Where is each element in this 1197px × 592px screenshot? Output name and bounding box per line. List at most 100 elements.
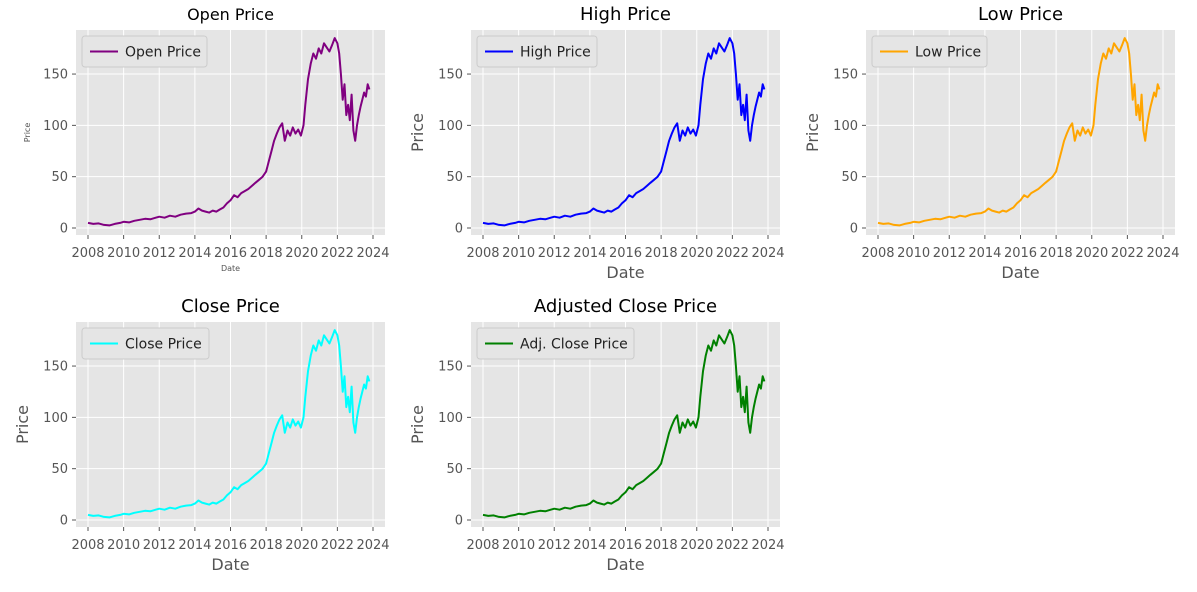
x-tick-label: 2018 bbox=[1040, 246, 1073, 261]
x-tick-label: 2022 bbox=[716, 538, 749, 553]
series-line bbox=[87, 37, 371, 227]
x-tick-label: 2018 bbox=[645, 538, 678, 553]
y-axis-label: Price bbox=[408, 405, 427, 444]
legend-frame bbox=[81, 327, 210, 360]
y-tick-label: 0 bbox=[455, 514, 463, 529]
legend: Open Price bbox=[81, 35, 208, 68]
chart-panel-1: 2008 2010 2012 2014 2016 2018 2020 2022 2024 0 50 1… bbox=[23, 5, 390, 273]
y-tick-label: 50 bbox=[51, 170, 68, 185]
legend-label: Adj. Close Price bbox=[520, 337, 628, 353]
y-tick-label: 0 bbox=[455, 222, 463, 237]
chart-title: Adjusted Close Price bbox=[534, 296, 717, 317]
chart-title: High Price bbox=[580, 4, 671, 25]
y-tick-label: 50 bbox=[446, 170, 463, 185]
chart-panel-5: 2008 2010 2012 2014 2016 2018 2020 2022 2024 0 50 1… bbox=[408, 296, 785, 574]
y-axis-label: Price bbox=[803, 113, 822, 152]
y-tick-label: 150 bbox=[833, 68, 858, 83]
legend: Adj. Close Price bbox=[476, 327, 635, 360]
chart-title: Close Price bbox=[181, 296, 280, 317]
x-tick-label: 2012 bbox=[143, 538, 176, 553]
x-tick-label: 2012 bbox=[933, 246, 966, 261]
x-tick-label: 2016 bbox=[609, 246, 642, 261]
y-axis-label: Price bbox=[23, 123, 32, 143]
x-tick-label: 2022 bbox=[321, 538, 354, 553]
x-tick-label: 2020 bbox=[680, 538, 713, 553]
x-tick-label: 2022 bbox=[1111, 246, 1144, 261]
x-axis-label: Date bbox=[1001, 263, 1039, 282]
x-tick-label: 2024 bbox=[356, 538, 389, 553]
x-tick-label: 2022 bbox=[321, 246, 354, 261]
chart-title: Low Price bbox=[978, 4, 1063, 25]
x-tick-label: 2020 bbox=[285, 246, 318, 261]
x-tick-label: 2014 bbox=[968, 246, 1001, 261]
x-tick-label: 2008 bbox=[466, 246, 499, 261]
legend-label: Low Price bbox=[915, 45, 981, 61]
x-axis-label: Date bbox=[606, 555, 644, 574]
x-tick-label: 2012 bbox=[538, 538, 571, 553]
x-tick-label: 2020 bbox=[285, 538, 318, 553]
x-tick-label: 2016 bbox=[1004, 246, 1037, 261]
x-tick-label: 2014 bbox=[573, 538, 606, 553]
x-tick-label: 2016 bbox=[214, 246, 247, 261]
legend-frame bbox=[476, 35, 598, 68]
legend-frame bbox=[476, 327, 635, 360]
legend-frame bbox=[81, 35, 208, 68]
x-axis-label: Date bbox=[221, 264, 240, 273]
x-tick-label: 2014 bbox=[178, 246, 211, 261]
x-tick-label: 2008 bbox=[71, 538, 104, 553]
y-tick-label: 150 bbox=[438, 360, 463, 375]
chart-panel-2: 2008 2010 2012 2014 2016 2018 2020 2022 2024 0 50 1… bbox=[408, 4, 785, 282]
y-tick-label: 50 bbox=[446, 462, 463, 477]
x-tick-label: 2010 bbox=[502, 538, 535, 553]
series-line bbox=[482, 329, 766, 519]
x-tick-label: 2016 bbox=[214, 538, 247, 553]
chart-panel-4: 2008 2010 2012 2014 2016 2018 2020 2022 2024 0 50 1… bbox=[13, 296, 390, 574]
legend-label: High Price bbox=[520, 45, 591, 61]
x-tick-label: 2012 bbox=[143, 246, 176, 261]
x-axis-label: Date bbox=[606, 263, 644, 282]
legend: Close Price bbox=[81, 327, 210, 360]
x-tick-label: 2022 bbox=[716, 246, 749, 261]
x-tick-label: 2024 bbox=[1146, 246, 1179, 261]
series-line bbox=[482, 37, 766, 227]
x-tick-label: 2018 bbox=[250, 246, 283, 261]
x-axis-label: Date bbox=[211, 555, 249, 574]
legend: Low Price bbox=[871, 35, 988, 68]
gridlines bbox=[471, 30, 780, 235]
x-tick-label: 2010 bbox=[107, 246, 140, 261]
y-tick-label: 100 bbox=[43, 411, 68, 426]
chart-panel-3: 2008 2010 2012 2014 2016 2018 2020 2022 2024 0 50 1… bbox=[803, 4, 1180, 282]
y-tick-label: 150 bbox=[438, 68, 463, 83]
legend-frame bbox=[871, 35, 988, 68]
x-tick-label: 2024 bbox=[356, 246, 389, 261]
x-tick-label: 2010 bbox=[897, 246, 930, 261]
x-tick-label: 2020 bbox=[680, 246, 713, 261]
y-tick-label: 0 bbox=[850, 222, 858, 237]
x-tick-label: 2018 bbox=[645, 246, 678, 261]
x-tick-label: 2012 bbox=[538, 246, 571, 261]
y-axis-label: Price bbox=[13, 405, 32, 444]
y-tick-label: 0 bbox=[60, 514, 68, 529]
x-tick-label: 2018 bbox=[250, 538, 283, 553]
x-tick-label: 2008 bbox=[71, 246, 104, 261]
x-tick-label: 2014 bbox=[178, 538, 211, 553]
x-tick-label: 2010 bbox=[107, 538, 140, 553]
y-tick-label: 100 bbox=[438, 411, 463, 426]
y-tick-label: 150 bbox=[43, 68, 68, 83]
x-tick-label: 2010 bbox=[502, 246, 535, 261]
y-tick-label: 150 bbox=[43, 360, 68, 375]
y-tick-label: 100 bbox=[438, 119, 463, 134]
y-axis-label: Price bbox=[408, 113, 427, 152]
x-tick-label: 2008 bbox=[466, 538, 499, 553]
y-tick-label: 100 bbox=[43, 119, 68, 134]
x-tick-label: 2024 bbox=[751, 246, 784, 261]
x-tick-label: 2024 bbox=[751, 538, 784, 553]
legend-label: Close Price bbox=[125, 337, 202, 353]
y-tick-label: 50 bbox=[841, 170, 858, 185]
x-tick-label: 2014 bbox=[573, 246, 606, 261]
y-tick-label: 50 bbox=[51, 462, 68, 477]
gridlines bbox=[866, 30, 1175, 235]
legend-label: Open Price bbox=[125, 45, 201, 61]
x-tick-label: 2016 bbox=[609, 538, 642, 553]
